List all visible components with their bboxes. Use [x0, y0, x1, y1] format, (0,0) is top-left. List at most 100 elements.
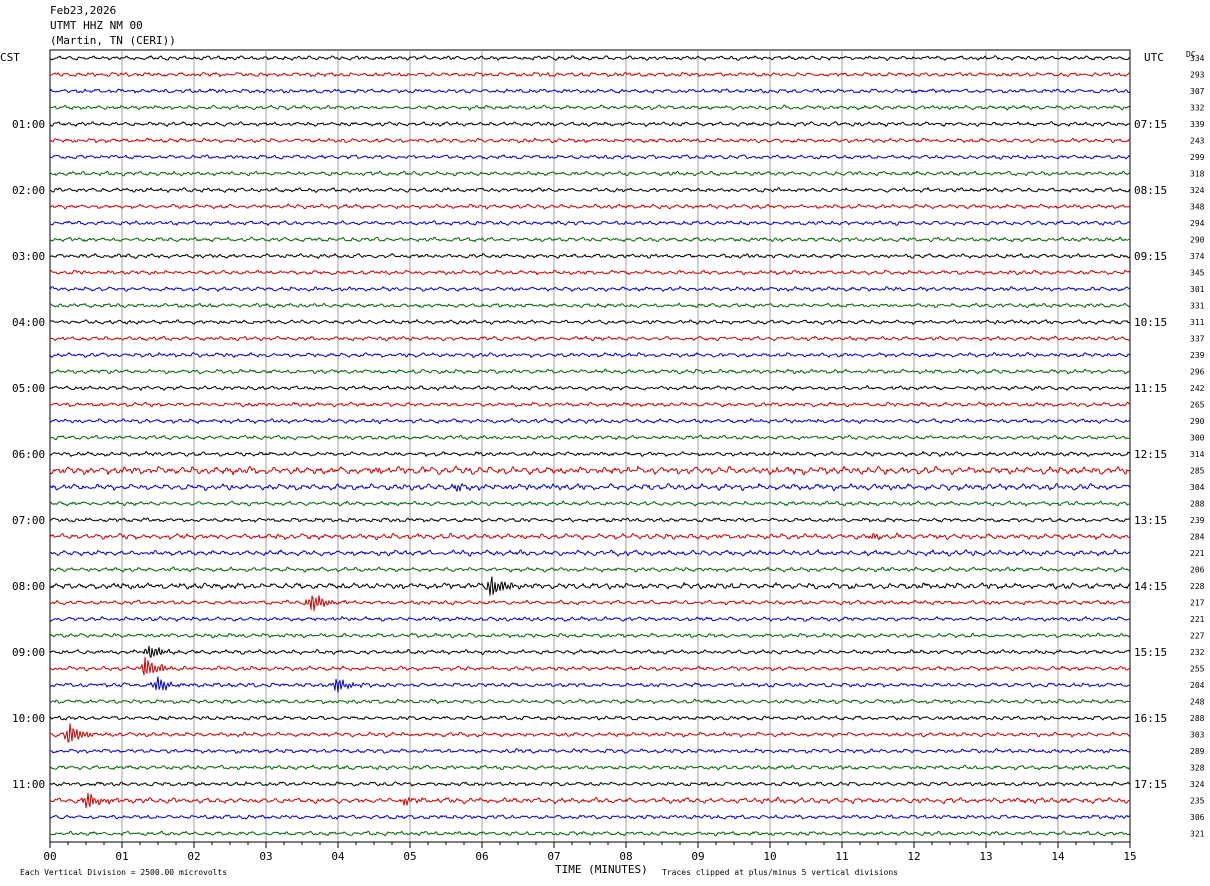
- dc-offset-label: 321: [1190, 830, 1205, 839]
- trace-row-43: [49, 748, 1131, 754]
- trace-row-48: [49, 830, 1131, 837]
- trace-row-39: [49, 676, 1131, 693]
- left-hour-label: 03:00: [12, 250, 45, 263]
- dc-offset-label: 206: [1190, 566, 1205, 575]
- header-location: (Martin, TN (CERI)): [50, 34, 176, 47]
- x-tick-label-04: 04: [331, 850, 345, 863]
- left-hour-label: 06:00: [12, 448, 45, 461]
- right-hour-label: 11:15: [1134, 382, 1167, 395]
- header-station: UTMT HHZ NM 00: [50, 19, 143, 32]
- dc-offset-label: 299: [1190, 153, 1205, 162]
- trace-row-46: [49, 792, 1131, 809]
- trace-row-2: [49, 72, 1131, 78]
- dc-offset-label: 332: [1190, 104, 1205, 113]
- dc-offset-label: 293: [1190, 71, 1205, 80]
- trace-row-15: [49, 286, 1131, 292]
- x-axis-title: TIME (MINUTES): [555, 863, 648, 876]
- trace-row-22: [49, 401, 1131, 408]
- right-hour-label: 12:15: [1134, 448, 1167, 461]
- x-tick-label-02: 02: [187, 850, 200, 863]
- left-hour-label: 05:00: [12, 382, 45, 395]
- left-hour-label: 11:00: [12, 778, 45, 791]
- dc-offset-label: 227: [1190, 632, 1205, 641]
- right-hour-label: 15:15: [1134, 646, 1167, 659]
- trace-row-5: [49, 121, 1131, 127]
- dc-offset-label: 284: [1190, 533, 1205, 542]
- dc-offset-label: 255: [1190, 665, 1205, 674]
- trace-row-37: [49, 645, 1131, 658]
- dc-offset-label: 239: [1190, 351, 1205, 360]
- dc-offset-label: 221: [1190, 549, 1205, 558]
- dc-offset-label: 294: [1190, 219, 1205, 228]
- dc-offset-label: 239: [1190, 516, 1205, 525]
- dc-offset-label: 290: [1190, 417, 1205, 426]
- right-hour-label: 08:15: [1134, 184, 1167, 197]
- left-hour-label: 09:00: [12, 646, 45, 659]
- trace-row-25: [49, 451, 1131, 457]
- right-hour-label: 14:15: [1134, 580, 1167, 593]
- trace-row-6: [49, 137, 1131, 144]
- trace-row-4: [49, 104, 1131, 111]
- x-tick-label-09: 09: [691, 850, 704, 863]
- dc-offset-label: 204: [1190, 681, 1205, 690]
- trace-row-23: [49, 418, 1131, 425]
- dc-offset-label: 285: [1190, 467, 1205, 476]
- x-tick-label-15: 15: [1123, 850, 1136, 863]
- dc-offset-label: 324: [1190, 186, 1205, 195]
- x-tick-label-14: 14: [1051, 850, 1065, 863]
- trace-row-28: [49, 500, 1130, 507]
- left-timezone-label: CST: [0, 51, 20, 64]
- trace-row-40: [49, 698, 1131, 705]
- right-timezone-label: UTC: [1144, 51, 1164, 64]
- dc-offset-label: 232: [1190, 648, 1205, 657]
- trace-row-32: [49, 566, 1130, 573]
- right-hour-label: 13:15: [1134, 514, 1167, 527]
- trace-row-36: [49, 632, 1131, 639]
- dc-offset-label: 217: [1190, 599, 1205, 608]
- trace-row-27: [49, 483, 1131, 492]
- trace-row-1: [49, 55, 1131, 61]
- dc-offset-label: 307: [1190, 87, 1205, 96]
- grid: [49, 49, 1131, 848]
- dc-offset-label: 348: [1190, 203, 1205, 212]
- trace-row-3: [49, 88, 1131, 94]
- trace-row-29: [49, 517, 1131, 523]
- trace-row-20: [49, 368, 1131, 375]
- trace-row-30: [49, 532, 1131, 541]
- dc-offset-label: 324: [1190, 780, 1205, 789]
- trace-row-21: [49, 385, 1131, 391]
- dc-offset-label: 290: [1190, 236, 1205, 245]
- labels: CST UTC DC Each Vertical Division = 2500…: [0, 50, 1205, 877]
- dc-offset-label: 235: [1190, 797, 1205, 806]
- dc-offset-label: 288: [1190, 500, 1205, 509]
- x-tick-label-11: 11: [835, 850, 848, 863]
- dc-offset-label: 314: [1190, 450, 1205, 459]
- trace-row-18: [49, 335, 1131, 342]
- x-tick-label-13: 13: [979, 850, 992, 863]
- clip-note: Traces clipped at plus/minus 5 vertical …: [662, 868, 898, 877]
- trace-row-10: [49, 203, 1131, 210]
- dc-offset-label: 345: [1190, 269, 1205, 278]
- trace-row-16: [49, 302, 1131, 309]
- plot-frame: [49, 49, 1131, 843]
- left-hour-label: 10:00: [12, 712, 45, 725]
- right-hour-label: 10:15: [1134, 316, 1167, 329]
- dc-offset-label: 221: [1190, 615, 1205, 624]
- dc-offset-label: 248: [1190, 698, 1205, 707]
- dc-offset-label: 339: [1190, 120, 1205, 129]
- dc-offset-label: 288: [1190, 714, 1205, 723]
- left-hour-label: 01:00: [12, 118, 45, 131]
- dc-offset-label: 328: [1190, 764, 1205, 773]
- scale-note: Each Vertical Division = 2500.00 microvo…: [20, 868, 227, 877]
- trace-row-7: [49, 154, 1131, 160]
- dc-offset-label: 265: [1190, 401, 1205, 410]
- trace-row-8: [49, 170, 1131, 177]
- dc-offset-label: 242: [1190, 384, 1205, 393]
- trace-row-34: [49, 595, 1131, 612]
- right-hour-label: 09:15: [1134, 250, 1167, 263]
- dc-offset-label: 311: [1190, 318, 1205, 327]
- trace-row-11: [49, 220, 1131, 226]
- dc-offset-label: 300: [1190, 434, 1205, 443]
- trace-row-45: [49, 781, 1131, 787]
- dc-offset-label: 228: [1190, 582, 1205, 591]
